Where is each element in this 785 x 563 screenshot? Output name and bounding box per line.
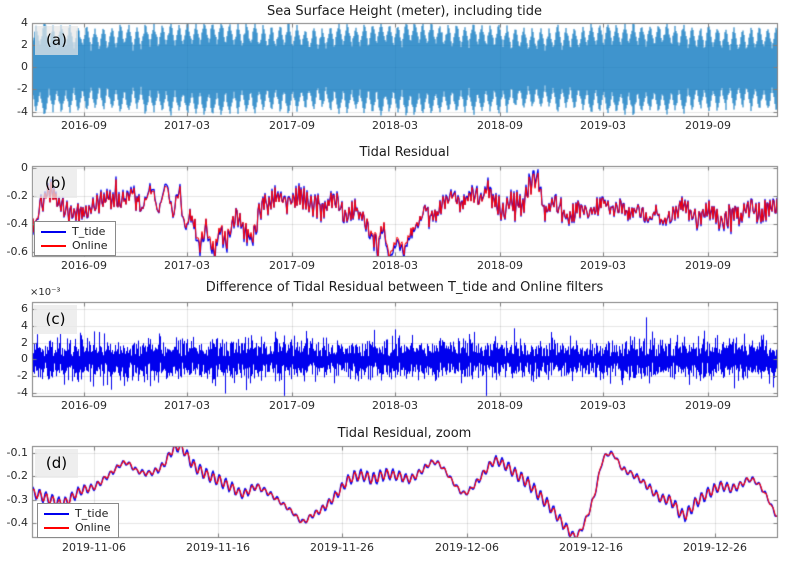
t-tide-line-sample-icon (44, 512, 69, 515)
t-tide-line-sample-icon (41, 230, 66, 233)
x-tick-label: 2017-03 (164, 119, 210, 132)
y-tick-label: -0.2 (6, 189, 28, 202)
x-tick-label: 2017-03 (164, 399, 210, 412)
x-tick-label: 2016-09 (61, 259, 107, 272)
y-tick-label: -0.4 (6, 516, 28, 529)
panel-a-label: (a) (35, 26, 78, 55)
y-tick-label: -4 (17, 105, 28, 118)
x-tick-label: 2017-09 (269, 399, 315, 412)
x-tick-label: 2019-11-16 (186, 541, 250, 554)
y-tick-label: 4 (21, 16, 28, 29)
legend-label: T_tide (75, 507, 109, 520)
x-tick-label: 2018-03 (372, 119, 418, 132)
panel-d-title: Tidal Residual, zoom (337, 426, 472, 441)
panel-b-title: Tidal Residual (359, 145, 450, 160)
x-tick-label: 2018-09 (477, 259, 523, 272)
panel-a-title: Sea Surface Height (meter), including ti… (267, 4, 542, 19)
y-tick-label: -0.1 (6, 446, 28, 459)
x-tick-label: 2019-03 (580, 259, 626, 272)
x-tick-label: 2019-09 (685, 399, 731, 412)
x-tick-label: 2017-09 (269, 119, 315, 132)
x-tick-label: 2019-11-26 (310, 541, 374, 554)
legend-entry-t-tide: T_tide (44, 507, 110, 520)
x-tick-label: 2019-09 (685, 119, 731, 132)
panel-d-legend: T_tide Online (37, 503, 120, 538)
x-tick-label: 2018-09 (477, 399, 523, 412)
x-tick-label: 2019-03 (580, 119, 626, 132)
y-tick-label: -4 (17, 386, 28, 399)
y-tick-label: -0.4 (6, 217, 28, 230)
y-tick-label: 4 (21, 319, 28, 332)
y-axis-exponent-label: ×10⁻³ (30, 287, 61, 298)
legend-entry-online: Online (41, 239, 107, 252)
y-tick-label: 0 (21, 161, 28, 174)
y-tick-label: 2 (21, 336, 28, 349)
legend-entry-online: Online (44, 521, 110, 534)
x-tick-label: 2016-09 (61, 119, 107, 132)
legend-entry-t-tide: T_tide (41, 225, 107, 238)
panel-b-label: (b) (34, 169, 77, 198)
y-tick-label: -0.3 (6, 493, 28, 506)
y-tick-label: 0 (21, 60, 28, 73)
x-tick-label: 2019-09 (685, 259, 731, 272)
x-tick-label: 2017-09 (269, 259, 315, 272)
online-line-sample-icon (41, 244, 66, 247)
online-line-sample-icon (44, 526, 69, 529)
x-tick-label: 2018-03 (372, 259, 418, 272)
x-tick-label: 2019-11-06 (62, 541, 126, 554)
panel-b-legend: T_tide Online (34, 221, 117, 256)
panel-c-title: Difference of Tidal Residual between T_t… (205, 280, 604, 295)
x-tick-label: 2019-12-16 (559, 541, 623, 554)
y-tick-label: 0 (21, 352, 28, 365)
panel-d-label: (d) (35, 449, 78, 478)
y-tick-label: -2 (17, 82, 28, 95)
x-tick-label: 2017-03 (164, 259, 210, 272)
y-tick-label: 6 (21, 302, 28, 315)
y-tick-label: -0.2 (6, 469, 28, 482)
x-tick-label: 2019-12-26 (683, 541, 747, 554)
x-tick-label: 2018-03 (372, 399, 418, 412)
x-tick-label: 2019-12-06 (435, 541, 499, 554)
y-tick-label: -2 (17, 369, 28, 382)
legend-label: Online (75, 521, 111, 534)
legend-label: Online (72, 239, 108, 252)
x-tick-label: 2016-09 (61, 399, 107, 412)
panel-c-label: (c) (34, 305, 77, 334)
x-tick-label: 2018-09 (477, 119, 523, 132)
legend-label: T_tide (72, 225, 106, 238)
y-tick-label: 2 (21, 38, 28, 51)
y-tick-label: -0.6 (6, 245, 28, 258)
x-tick-label: 2019-03 (580, 399, 626, 412)
